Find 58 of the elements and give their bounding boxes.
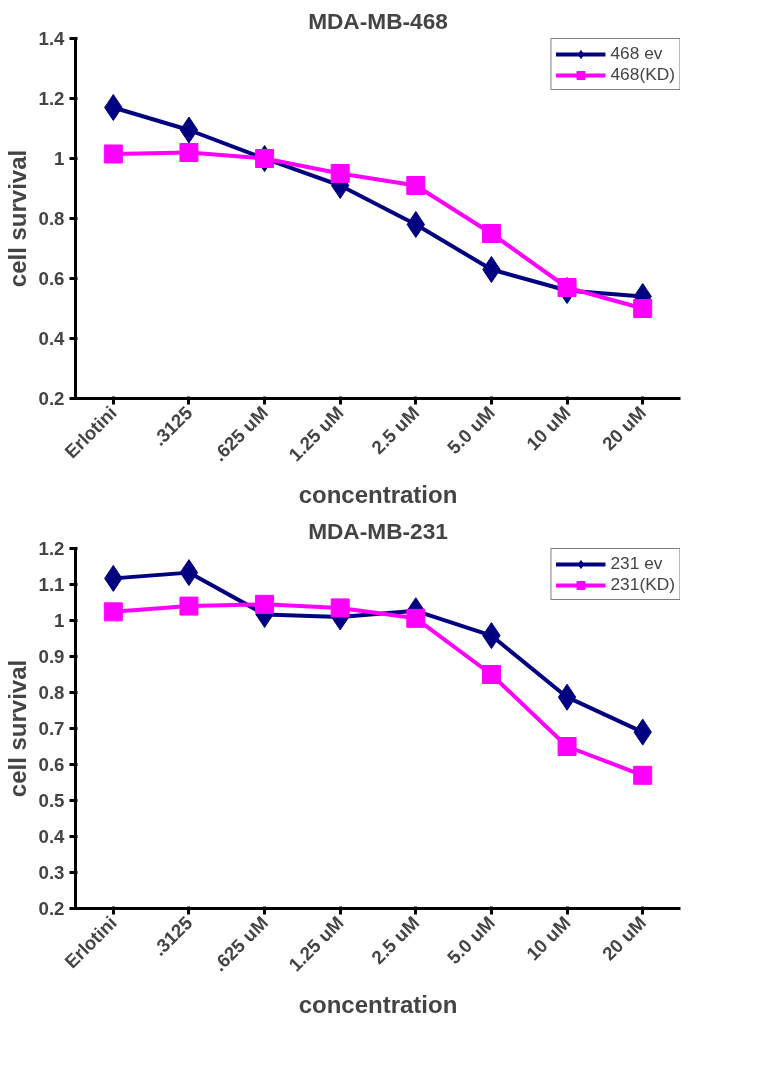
point [557, 683, 577, 711]
x-tick-label: 5.0 uM [442, 402, 499, 458]
y-tick-label: 0.4 [38, 328, 66, 349]
y-tick-label: 1.4 [38, 28, 66, 49]
y-tick-label: 0.8 [38, 208, 65, 229]
point [406, 211, 425, 238]
point [179, 596, 199, 616]
point [633, 299, 653, 318]
y-tick-label: 0.9 [38, 646, 65, 667]
chart-title: MDA-MB-231 [308, 517, 448, 544]
y-tick-label: 0.2 [38, 388, 65, 409]
y-tick-label: 0.2 [38, 898, 65, 919]
y-tick-label: 0.8 [38, 682, 65, 703]
x-tick-label: 2.5 uM [367, 402, 424, 458]
y-axis-title: cell survival [3, 659, 31, 798]
y-tick-label: 1.2 [38, 538, 65, 559]
point [406, 176, 426, 195]
point [255, 149, 275, 168]
point [406, 608, 426, 628]
y-tick-label: 0.3 [38, 862, 65, 883]
point [179, 116, 199, 144]
legend-label: 231 ev [610, 553, 663, 574]
point [255, 594, 275, 614]
point [633, 765, 653, 785]
x-tick-label: 5.0 uM [442, 912, 499, 968]
legend-label: 468 ev [610, 43, 663, 64]
point [557, 278, 577, 297]
point [330, 598, 350, 618]
point [481, 665, 501, 684]
legend-label: 468(KD) [610, 64, 675, 85]
x-tick-label: 10 uM [522, 402, 575, 455]
point [330, 164, 350, 183]
x-axis-title: concentration [298, 480, 458, 508]
y-tick-label: 0.6 [38, 754, 65, 775]
x-tick-label: 20 uM [597, 402, 651, 455]
point [481, 224, 501, 243]
chart-title: MDA-MB-468 [308, 7, 448, 34]
point [103, 602, 123, 622]
x-axis-title: concentration [298, 990, 458, 1018]
x-tick-label: 10 uM [522, 912, 575, 965]
x-tick-label: 20 uM [597, 912, 651, 965]
y-tick-label: 1.1 [38, 574, 65, 595]
y-tick-label: 0.4 [38, 826, 66, 847]
y-tick-label: 0.5 [38, 790, 65, 811]
point [103, 144, 123, 164]
y-axis-title: cell survival [3, 149, 31, 288]
point [557, 737, 577, 756]
point [179, 559, 199, 587]
point [179, 143, 199, 162]
y-tick-label: 1 [54, 148, 65, 169]
x-tick-label: 2.5 uM [367, 912, 424, 968]
y-tick-label: 1 [54, 610, 65, 631]
y-tick-label: 0.7 [38, 718, 65, 739]
y-tick-label: 1.2 [38, 88, 65, 109]
legend-label: 231(KD) [610, 574, 675, 595]
point [104, 94, 123, 121]
point [482, 256, 501, 283]
y-tick-label: 0.6 [38, 268, 65, 289]
